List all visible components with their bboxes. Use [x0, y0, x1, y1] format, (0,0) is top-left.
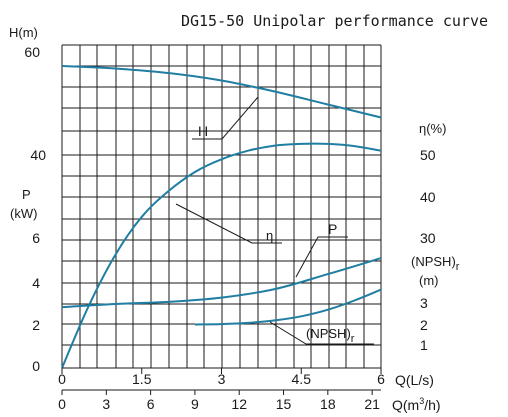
- x-secondary-tick-label: 12: [231, 396, 247, 412]
- x-secondary-tick-label: 18: [320, 396, 336, 412]
- x-primary-tick-label: 6: [377, 371, 385, 387]
- chart-title: DG15-50 Unipolar performance curve: [181, 12, 488, 30]
- y-left-tick-4: 4: [32, 275, 40, 291]
- y-right-tick-40: 40: [420, 189, 436, 205]
- series-npshr-line: [194, 288, 382, 326]
- y-right-lower-label-2: (m): [419, 273, 439, 288]
- p-callout-leader: [295, 236, 348, 278]
- y-right-tick-30: 30: [420, 230, 436, 246]
- eta-callout-leader: [175, 203, 282, 244]
- y-left-tick-2: 2: [32, 317, 40, 333]
- y-right-tick-50: 50: [420, 147, 436, 163]
- x-axis-primary: 0 1.5 3 4.5 6: [58, 367, 385, 387]
- y-right-lower-axis: (NPSH)r (m) 3 2 1: [411, 254, 460, 353]
- x-primary-tick-label: 3: [218, 371, 226, 387]
- x-secondary-tick-label: 3: [102, 396, 110, 412]
- series-p-line: [61, 257, 382, 309]
- y-right-tick-3: 3: [420, 295, 428, 311]
- x-secondary-tick-label: 15: [276, 396, 292, 412]
- x-secondary-tick-label: 0: [58, 396, 66, 412]
- y-left-tick-60: 60: [24, 44, 40, 60]
- grid: [61, 44, 382, 369]
- h-callout-label: H: [198, 123, 208, 139]
- y-right-tick-2: 2: [420, 317, 428, 333]
- x-primary-tick-label: 4.5: [292, 371, 312, 387]
- y-right-upper-label: η(%): [419, 121, 446, 136]
- y-left-lower-label-2: (kW): [10, 206, 37, 221]
- x-secondary-tick-label: 9: [191, 396, 199, 412]
- p-callout-label: P: [328, 221, 337, 237]
- curves: [61, 65, 382, 369]
- y-left-lower-axis: P (kW) 6 4 2 0: [10, 187, 40, 374]
- x-secondary-tick-label: 6: [147, 396, 155, 412]
- series-eta-line: [61, 142, 382, 369]
- eta-callout-label: η: [266, 228, 273, 243]
- series-h-line: [61, 65, 382, 119]
- y-right-tick-1: 1: [420, 337, 428, 353]
- x-axis-secondary-label: Q(m3/h): [392, 396, 441, 413]
- y-left-tick-6: 6: [32, 230, 40, 246]
- y-right-lower-label-1: (NPSH)r: [411, 254, 460, 273]
- y-left-tick-40: 40: [30, 147, 46, 163]
- x-axis-secondary: 0 3 6 9 12 15 18 21: [58, 389, 381, 412]
- npsh-callout-leader: [269, 321, 374, 345]
- y-left-tick-0: 0: [32, 358, 40, 374]
- x-axis-primary-label: Q(L/s): [395, 372, 434, 388]
- y-left-upper-label: H(m): [9, 25, 38, 40]
- npsh-callout-label: (NPSH)r: [306, 326, 355, 345]
- x-primary-tick-label: 0: [58, 371, 66, 387]
- annotations: [175, 96, 374, 345]
- y-right-upper-axis: η(%) 50 40 30: [419, 121, 446, 246]
- x-primary-tick-label: 1.5: [132, 371, 152, 387]
- x-secondary-tick-label: 21: [364, 396, 380, 412]
- y-left-upper-axis: H(m) 60 40: [9, 25, 46, 163]
- y-left-lower-label-1: P: [22, 187, 31, 202]
- h-callout-leader: [192, 96, 259, 140]
